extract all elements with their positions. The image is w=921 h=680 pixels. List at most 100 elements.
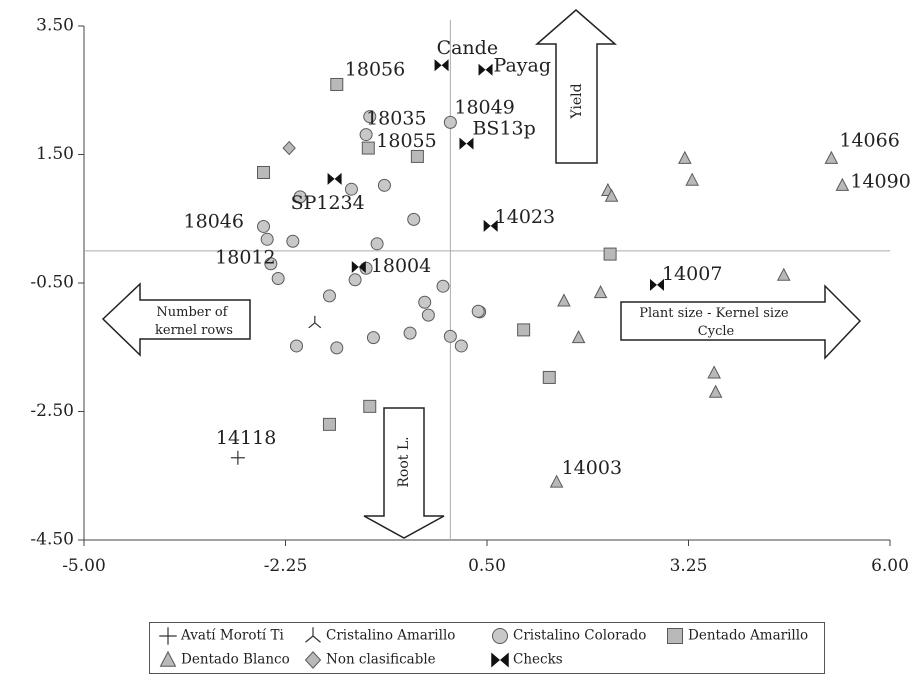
axis-ticks: 3.50 1.50 -0.50 -2.50 -4.50 -5.00 -2.25 0.50 3.2… [30,16,909,577]
yield-arrow: Yield [534,9,618,164]
crist_am-legend-marker [305,627,321,643]
crist_am-point [308,315,322,329]
crist_col-point [418,295,432,309]
crist_col-point [377,178,391,192]
crist_col-point [330,341,344,355]
crist_col-point [257,219,271,233]
crist_col-point [403,326,417,340]
point-label: 14066 [839,129,899,151]
dent_am-point [542,370,556,384]
dent_bl-point [571,330,586,344]
x-tick-label: -5.00 [62,556,106,576]
legend-label: Cristalino Colorado [513,628,646,644]
crist_col-point [454,339,468,353]
point-label: 18055 [376,130,436,152]
point-label: 14003 [562,457,622,479]
crist_col-point [436,279,450,293]
checks-point [483,219,498,232]
legend-label: Avatí Morotí Ti [180,628,284,644]
dent_bl-point [776,267,791,281]
point-label: 18004 [371,255,431,277]
x-tick-label: 0.50 [468,556,506,576]
checks-point [459,137,474,150]
legend-label: Dentado Amarillo [688,628,808,644]
nonclas-point [282,140,296,156]
legend: Avatí Morotí Ti Cristalino Amarillo Crista… [149,622,825,674]
checks-legend-marker [491,652,509,668]
dent_am-point [330,77,344,91]
crist_col-point [443,115,457,129]
crist_col-point [264,257,278,271]
crist_col-point [260,232,274,246]
y-tick-label: -2.50 [30,401,74,421]
checks-point [434,59,449,72]
crist_col-point [366,331,380,345]
point-label: SP1234 [291,192,365,214]
point-label: 14023 [495,206,555,228]
checks-point [649,278,664,291]
y-tick-label: -4.50 [30,530,74,550]
root-annotation: Root L. [396,436,412,487]
dent_am-legend-marker [667,628,683,644]
crist_col-point [407,212,421,226]
checks-point [327,172,342,185]
kernel-rows-annotation: Number of kernel rows [155,305,233,338]
yield-annotation: Yield [569,83,585,119]
crist_col-point [421,308,435,322]
legend-label: Non clasificable [326,652,436,668]
root-arrow: Root L. [363,407,445,539]
dent_bl-point [557,293,571,307]
dent_am-point [322,417,336,431]
kernel-rows-arrow: Number of kernel rows [101,282,251,357]
dent_am-point [257,165,271,179]
x-tick-label: -2.25 [264,556,308,576]
point-labels: 14118 18035 18049 18046 18012 18056 18055 14066… [184,37,911,479]
y-tick-label: 3.50 [36,16,74,36]
point-label: 18056 [345,58,405,80]
legend-label: Cristalino Amarillo [326,628,455,644]
crist_col-point [363,110,377,124]
dent_am-point [363,399,377,413]
crist_col-point [271,272,285,286]
crist_col-point [286,234,300,248]
crist_col-point [289,339,303,353]
crist_col-point [293,190,307,204]
point-label: 18049 [454,96,514,118]
dent_am-point [603,247,617,261]
crist_col-point [359,128,373,142]
dent_bl-point [707,365,721,379]
avati-point [230,450,245,465]
crist_col-legend-marker [492,628,508,644]
y-tick-label: -0.50 [30,273,74,293]
crist_col-point [443,329,457,343]
crist_col-point [344,182,358,196]
checks-point [478,63,493,76]
point-label: 18035 [366,108,426,130]
point-label: 14118 [216,427,276,449]
dent_am-point [517,323,531,337]
point-label: Cande [437,37,499,59]
dent_bl-point [708,384,723,398]
legend-label: Dentado Blanco [181,652,290,668]
data-points [230,59,850,488]
plant-size-arrow: Plant size - Kernel size Cycle [620,284,862,360]
dent_am-point [361,141,375,155]
crist_col-point [348,273,362,287]
dent_bl-point [604,188,619,202]
legend-label: Checks [513,652,563,668]
dent_bl-point [678,150,692,164]
dent_bl-point [835,177,850,191]
x-tick-label: 6.00 [871,556,909,576]
dent_bl-point [685,172,699,186]
point-label: 18046 [184,210,244,232]
checks-point [351,260,366,273]
point-label: Payag [494,55,551,77]
avati-legend-marker [159,627,177,645]
dent_bl-point [549,474,564,488]
point-label: 14007 [662,263,722,285]
plant-size-annotation: Plant size - Kernel size Cycle [639,306,793,339]
dent_am-point [410,149,424,163]
point-label: 18012 [215,246,275,268]
crist_col-point [471,304,485,318]
dent_bl-point [593,285,608,299]
